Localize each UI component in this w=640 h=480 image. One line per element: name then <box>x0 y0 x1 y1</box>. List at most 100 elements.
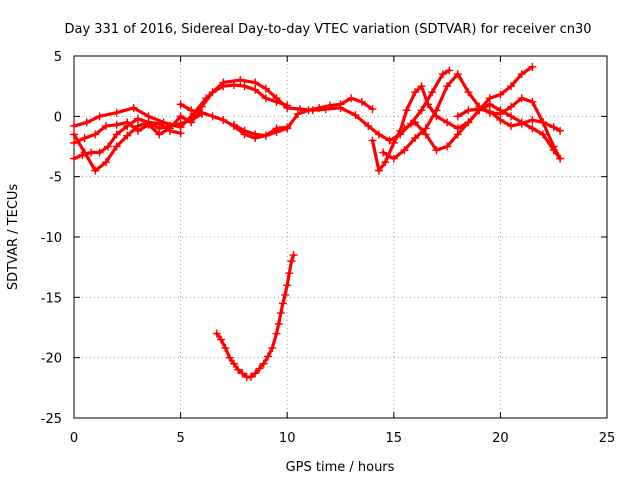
data-point <box>438 70 447 79</box>
data-point <box>421 130 430 139</box>
data-point <box>229 80 238 89</box>
data-point <box>374 130 383 139</box>
data-point <box>101 158 110 167</box>
data-point <box>283 101 292 110</box>
data-point <box>496 106 505 115</box>
data-point <box>197 108 206 117</box>
data-point <box>278 299 287 308</box>
data-point <box>453 70 462 79</box>
data-point <box>496 90 505 99</box>
data-point <box>549 146 558 155</box>
data-point <box>261 131 270 140</box>
x-tick-label: 15 <box>386 431 403 446</box>
data-point <box>272 128 281 137</box>
data-point <box>80 134 89 143</box>
y-tick-label: 5 <box>54 50 62 65</box>
data-point <box>274 319 283 328</box>
x-tick-label: 25 <box>599 431 616 446</box>
data-point <box>285 269 294 278</box>
data-point <box>443 142 452 151</box>
data-point <box>176 100 185 109</box>
data-point <box>453 112 462 121</box>
series-track-9 <box>400 100 565 163</box>
series-track-11 <box>212 251 298 381</box>
data-point <box>402 106 411 115</box>
x-tick-label: 0 <box>70 431 78 446</box>
data-point <box>212 329 221 338</box>
data-point <box>272 97 281 106</box>
data-point <box>464 88 473 97</box>
data-point <box>368 105 377 114</box>
data-point <box>225 353 234 362</box>
axis-ticks <box>73 55 608 419</box>
data-point <box>104 142 113 151</box>
data-point <box>238 369 247 378</box>
data-point <box>507 82 516 91</box>
data-point <box>283 124 292 133</box>
y-tick-label: 0 <box>54 110 62 125</box>
data-point <box>485 107 494 116</box>
series-trace <box>402 102 562 161</box>
data-point <box>517 94 526 103</box>
x-tick-label: 10 <box>279 431 296 446</box>
data-point <box>417 106 426 115</box>
data-point <box>129 103 138 112</box>
data-point <box>507 112 516 121</box>
series-trace <box>381 72 562 161</box>
data-point <box>336 100 345 109</box>
data-point <box>229 120 238 129</box>
data-point <box>95 112 104 121</box>
data-point <box>315 103 324 112</box>
series-track-4 <box>70 118 185 175</box>
data-point <box>517 119 526 128</box>
data-point <box>176 112 185 121</box>
data-point <box>400 146 409 155</box>
data-point <box>208 112 217 121</box>
data-point <box>123 131 132 140</box>
data-point <box>385 136 394 145</box>
data-point <box>208 88 217 97</box>
data-point <box>374 166 383 175</box>
data-point <box>240 126 249 135</box>
data-point <box>417 82 426 91</box>
series-track-7 <box>368 62 537 175</box>
data-point <box>112 120 121 129</box>
x-tick-label: 20 <box>492 431 509 446</box>
data-point <box>389 138 398 147</box>
data-point <box>389 154 398 163</box>
data-point <box>123 121 132 130</box>
data-point <box>364 121 373 130</box>
y-axis-label: SDTVAR / TECUs <box>6 184 21 291</box>
data-point <box>240 82 249 91</box>
data-marks <box>70 62 565 381</box>
data-point <box>95 148 104 157</box>
data-point <box>219 82 228 91</box>
data-point <box>221 344 230 353</box>
data-point <box>251 130 260 139</box>
data-point <box>112 130 121 139</box>
data-point <box>381 158 390 167</box>
data-point <box>347 94 356 103</box>
data-point <box>255 364 264 373</box>
data-point <box>133 121 142 130</box>
data-point <box>475 105 484 114</box>
data-point <box>453 130 462 139</box>
x-tick-label: 5 <box>176 431 184 446</box>
data-point <box>507 102 516 111</box>
data-point <box>507 121 516 130</box>
data-point <box>411 134 420 143</box>
data-point <box>112 108 121 117</box>
data-point <box>251 369 260 378</box>
data-point <box>528 97 537 106</box>
data-point <box>368 136 377 145</box>
data-point <box>528 115 537 124</box>
data-point <box>281 290 290 299</box>
data-point <box>549 123 558 132</box>
data-point <box>246 372 255 381</box>
data-point <box>428 88 437 97</box>
y-tick-label: -20 <box>41 352 62 367</box>
y-tick-label: -10 <box>41 231 62 246</box>
data-point <box>82 118 91 127</box>
data-point <box>287 257 296 266</box>
